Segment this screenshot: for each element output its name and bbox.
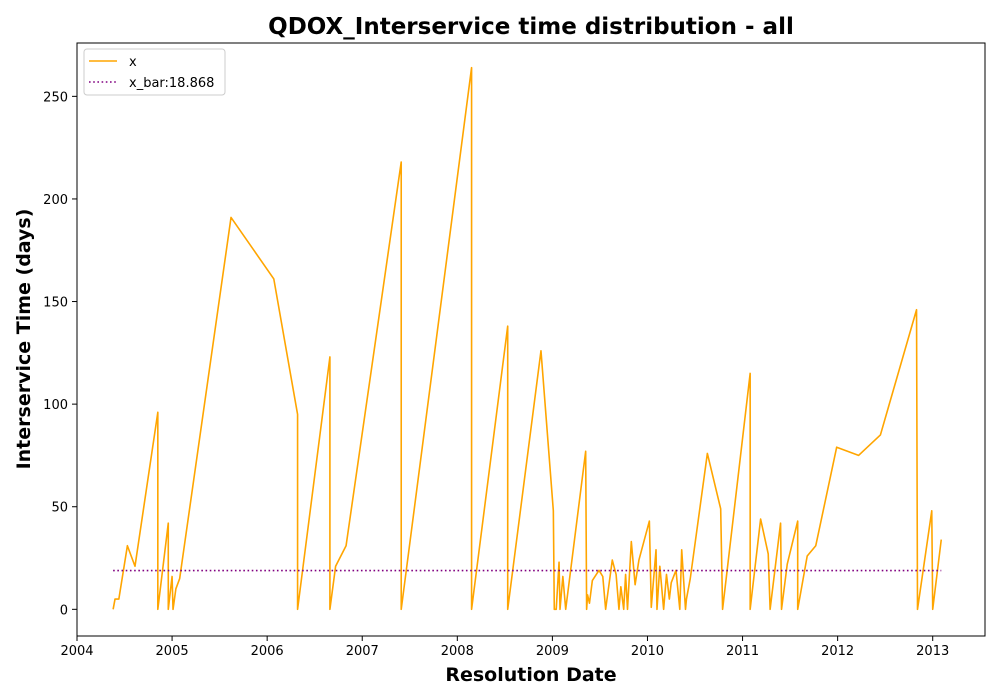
y-tick-label: 250: [43, 90, 68, 105]
legend-label: x: [129, 55, 137, 70]
x-tick-label: 2011: [726, 644, 759, 659]
x-tick-label: 2006: [251, 644, 284, 659]
y-tick-label: 0: [60, 603, 68, 618]
y-axis-label: Interservice Time (days): [13, 209, 35, 470]
x-tick-label: 2008: [441, 644, 474, 659]
x-tick-label: 2007: [346, 644, 379, 659]
axes-frame: [76, 42, 986, 637]
legend: x x_bar:18.868: [83, 48, 226, 96]
y-tick-label: 150: [43, 296, 68, 311]
y-tick-label: 200: [43, 193, 68, 208]
chart-title: QDOX_Interservice time distribution - al…: [268, 14, 794, 40]
x-tick-label: 2004: [60, 644, 93, 659]
x-tick-label: 2012: [821, 644, 854, 659]
x-tick-label: 2013: [916, 644, 949, 659]
legend-label: x_bar:18.868: [129, 76, 214, 91]
x-tick-label: 2009: [536, 644, 569, 659]
x-axis-label: Resolution Date: [445, 664, 616, 686]
x-tick-label: 2010: [631, 644, 664, 659]
plot-area: [77, 43, 985, 636]
legend-box: [83, 48, 226, 96]
series-line-x: [112, 66, 943, 611]
x-tick-label: 2005: [156, 644, 189, 659]
y-tick-label: 100: [43, 398, 68, 413]
y-tick-label: 50: [51, 501, 68, 516]
